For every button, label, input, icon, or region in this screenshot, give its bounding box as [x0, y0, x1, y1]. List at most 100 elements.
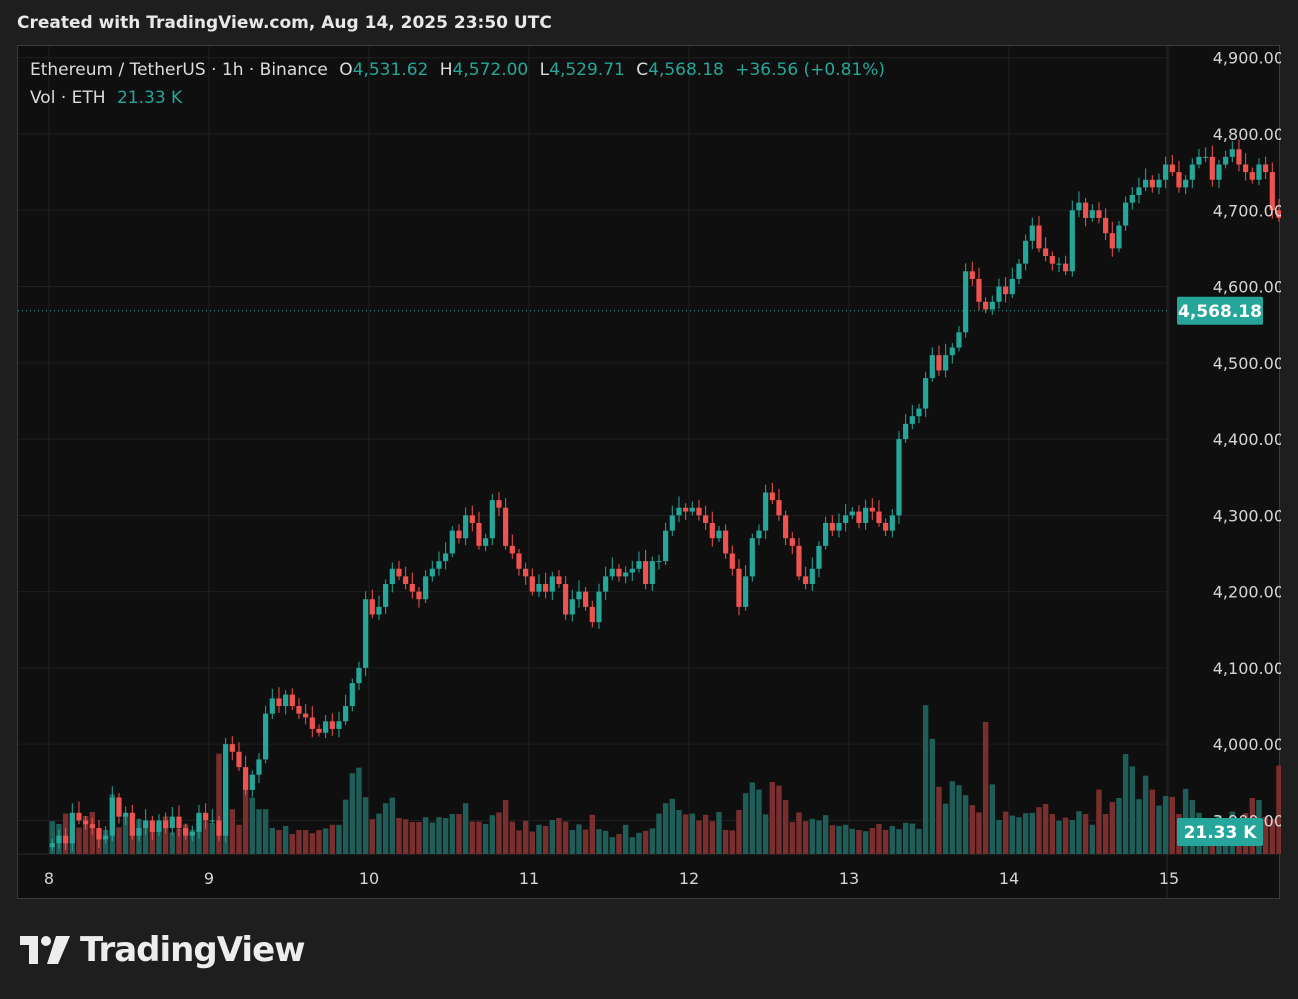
candle-body[interactable]: [176, 816, 182, 829]
candle-body[interactable]: [229, 744, 235, 752]
candle-body[interactable]: [149, 820, 155, 832]
candle-body[interactable]: [1209, 156, 1215, 180]
candle-body[interactable]: [63, 835, 69, 844]
candle-body[interactable]: [269, 698, 275, 714]
candle-body[interactable]: [583, 591, 589, 607]
candle-body[interactable]: [449, 530, 455, 554]
candle-body[interactable]: [263, 713, 269, 760]
candle-body[interactable]: [1009, 278, 1015, 295]
candle-body[interactable]: [309, 717, 315, 729]
candle-body[interactable]: [1196, 156, 1202, 165]
candle-body[interactable]: [1096, 210, 1102, 218]
candle-body[interactable]: [416, 591, 422, 600]
candle-body[interactable]: [363, 599, 369, 668]
candle-body[interactable]: [989, 301, 995, 310]
candle-body[interactable]: [296, 706, 302, 714]
candle-body[interactable]: [616, 568, 622, 577]
candle-body[interactable]: [589, 606, 595, 623]
candle-body[interactable]: [1063, 263, 1069, 272]
candle-body[interactable]: [956, 332, 962, 348]
candle-body[interactable]: [303, 713, 309, 718]
candle-body[interactable]: [349, 683, 355, 707]
candle-body[interactable]: [489, 500, 495, 539]
candle-body[interactable]: [276, 698, 282, 707]
candle-body[interactable]: [669, 515, 675, 531]
candle-body[interactable]: [1156, 179, 1162, 188]
candle-body[interactable]: [843, 515, 849, 523]
candle-body[interactable]: [1169, 164, 1175, 173]
candle-body[interactable]: [116, 797, 122, 817]
candle-body[interactable]: [256, 759, 262, 775]
candle-body[interactable]: [1189, 164, 1195, 180]
candle-body[interactable]: [969, 271, 975, 279]
candle-body[interactable]: [756, 530, 762, 539]
candle-body[interactable]: [689, 507, 695, 512]
candle-body[interactable]: [743, 576, 749, 607]
candle-body[interactable]: [516, 553, 522, 569]
candle-body[interactable]: [129, 812, 135, 836]
candle-body[interactable]: [1269, 172, 1275, 211]
candle-body[interactable]: [1203, 156, 1209, 158]
candle-body[interactable]: [1116, 225, 1122, 249]
candle-body[interactable]: [443, 553, 449, 562]
candle-body[interactable]: [623, 572, 629, 577]
candle-body[interactable]: [496, 500, 502, 508]
candle-body[interactable]: [823, 522, 829, 546]
candle-body[interactable]: [903, 423, 909, 440]
candle-body[interactable]: [916, 408, 922, 417]
candle-body[interactable]: [103, 835, 109, 840]
candle-body[interactable]: [456, 530, 462, 539]
candle-body[interactable]: [763, 492, 769, 531]
candle-body[interactable]: [683, 507, 689, 512]
candle-body[interactable]: [629, 568, 635, 573]
candle-body[interactable]: [216, 820, 222, 836]
candle-body[interactable]: [1089, 210, 1095, 218]
candle-body[interactable]: [1143, 179, 1149, 188]
candle-body[interactable]: [1243, 164, 1249, 173]
candle-body[interactable]: [949, 347, 955, 356]
candle-body[interactable]: [196, 812, 202, 832]
candle-body[interactable]: [376, 606, 382, 615]
candle-body[interactable]: [603, 576, 609, 592]
candle-body[interactable]: [809, 568, 815, 584]
candle-body[interactable]: [729, 553, 735, 569]
candle-body[interactable]: [409, 584, 415, 592]
candle-body[interactable]: [56, 835, 62, 844]
candle-body[interactable]: [716, 530, 722, 539]
volume-label[interactable]: Vol · ETH: [30, 88, 106, 108]
candle-body[interactable]: [1176, 172, 1182, 188]
candle-body[interactable]: [696, 507, 702, 516]
candle-body[interactable]: [643, 561, 649, 584]
candle-body[interactable]: [876, 511, 882, 523]
candle-body[interactable]: [1263, 164, 1269, 173]
candle-body[interactable]: [1149, 179, 1155, 188]
candle-body[interactable]: [1049, 256, 1055, 264]
candle-body[interactable]: [609, 568, 615, 577]
candle-body[interactable]: [543, 584, 549, 592]
candle-body[interactable]: [703, 515, 709, 523]
candle-body[interactable]: [503, 507, 509, 546]
candle-body[interactable]: [523, 568, 529, 577]
candle-body[interactable]: [336, 721, 342, 729]
candlestick-chart[interactable]: 3,900.004,000.004,100.004,200.004,300.00…: [18, 46, 1281, 900]
candle-body[interactable]: [1236, 149, 1242, 165]
candle-body[interactable]: [1056, 263, 1062, 265]
candle-body[interactable]: [1123, 202, 1129, 226]
candle-body[interactable]: [323, 721, 329, 733]
candle-body[interactable]: [509, 545, 515, 554]
symbol-label[interactable]: Ethereum / TetherUS · 1h · Binance: [30, 60, 328, 80]
candle-body[interactable]: [549, 576, 555, 592]
candle-body[interactable]: [923, 378, 929, 409]
candle-body[interactable]: [249, 774, 255, 790]
candle-body[interactable]: [889, 515, 895, 531]
candle-body[interactable]: [1103, 217, 1109, 234]
candle-body[interactable]: [343, 706, 349, 722]
candle-body[interactable]: [1029, 225, 1035, 241]
candle-body[interactable]: [649, 561, 655, 584]
candle-body[interactable]: [996, 286, 1002, 302]
candle-body[interactable]: [389, 568, 395, 584]
candle-body[interactable]: [96, 828, 102, 840]
candle-body[interactable]: [1043, 248, 1049, 257]
candle-body[interactable]: [223, 744, 229, 836]
candle-body[interactable]: [1256, 164, 1262, 180]
